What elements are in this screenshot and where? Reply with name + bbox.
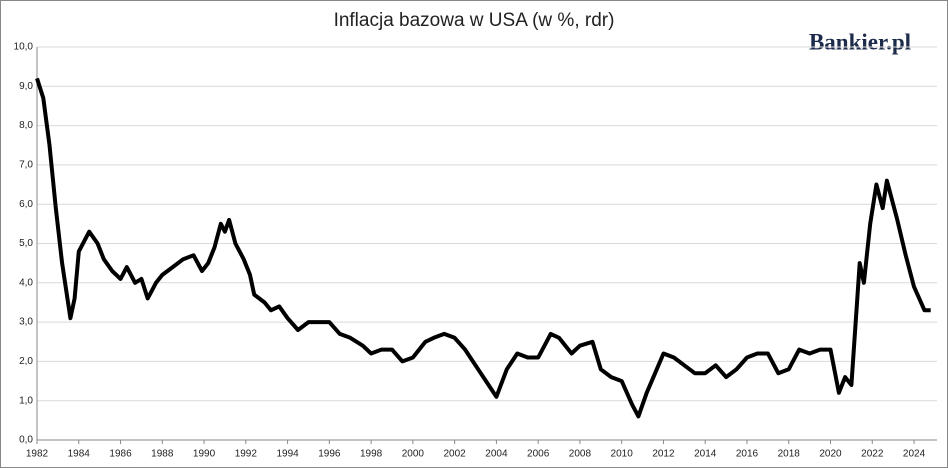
- x-tick-label: 2004: [485, 449, 508, 460]
- y-tick-label: 5,0: [19, 238, 33, 249]
- x-tick-label: 2012: [652, 449, 675, 460]
- x-tick-label: 1984: [68, 449, 91, 460]
- y-tick-label: 9,0: [19, 81, 33, 92]
- x-tick-label: 1998: [360, 449, 383, 460]
- y-tick-label: 1,0: [19, 395, 33, 406]
- x-tick-label: 1994: [276, 449, 299, 460]
- x-tick-label: 2008: [569, 449, 592, 460]
- x-tick-label: 1982: [26, 449, 49, 460]
- x-tick-label: 2000: [402, 449, 425, 460]
- chart-title: Inflacja bazowa w USA (w %, rdr): [334, 10, 615, 31]
- x-tick-label: 1988: [151, 449, 174, 460]
- x-tick-label: 2006: [527, 449, 550, 460]
- x-tick-label: 1992: [235, 449, 258, 460]
- y-tick-label: 10,0: [14, 42, 34, 53]
- y-tick-label: 7,0: [19, 160, 33, 171]
- x-tick-label: 2002: [444, 449, 467, 460]
- y-tick-label: 2,0: [19, 356, 33, 367]
- x-tick-label: 2014: [694, 449, 717, 460]
- line-series: [35, 77, 931, 419]
- x-tick-label: 2010: [611, 449, 634, 460]
- x-tick-label: 1990: [193, 449, 216, 460]
- logo: Bankier.pl: [809, 29, 911, 54]
- y-tick-label: 3,0: [19, 317, 33, 328]
- y-tick-label: 4,0: [19, 277, 33, 288]
- x-tick-label: 2020: [819, 449, 842, 460]
- x-tick-label: 2016: [736, 449, 759, 460]
- x-tick-label: 2018: [778, 449, 801, 460]
- x-tick-label: 1996: [318, 449, 341, 460]
- y-tick-label: 8,0: [19, 120, 33, 131]
- y-tick-label: 6,0: [19, 199, 33, 210]
- x-tick-label: 2024: [903, 449, 926, 460]
- x-tick-label: 2022: [861, 449, 884, 460]
- y-tick-label: 0,0: [19, 435, 33, 446]
- x-tick-label: 1986: [109, 449, 132, 460]
